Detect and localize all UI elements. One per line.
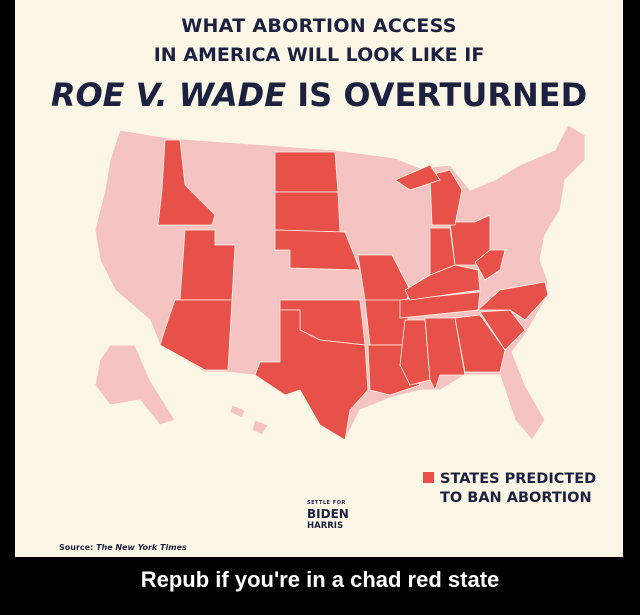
- poster: WHAT ABORTION ACCESS IN AMERICA WILL LOO…: [15, 0, 623, 557]
- source-name: The New York Times: [96, 543, 187, 552]
- us-map: [94, 124, 586, 441]
- logo-top: SETTLE FOR: [307, 500, 346, 506]
- legend-line-1: STATES PREDICTED: [440, 471, 597, 487]
- state-idaho: [157, 139, 216, 226]
- state-south-carolina: [479, 309, 526, 351]
- biden-harris-logo: SETTLE FOR BIDEN HARRIS: [307, 500, 349, 532]
- alaska: [94, 344, 176, 426]
- state-missouri: [357, 254, 411, 306]
- legend-swatch: [423, 472, 434, 483]
- legend-line-2: TO BAN ABORTION: [440, 490, 592, 506]
- title-overturned: IS OVERTURNED: [286, 76, 588, 114]
- state-texas: [254, 309, 369, 441]
- logo-bottom: HARRIS: [307, 521, 344, 531]
- hawaii: [229, 404, 246, 419]
- legend: STATES PREDICTED TO BAN ABORTION: [423, 470, 596, 508]
- logo-middle: BIDEN: [307, 507, 349, 521]
- hawaii-big: [251, 419, 269, 436]
- title-line-1: WHAT ABORTION ACCESS: [181, 15, 457, 37]
- state-south-dakota: [274, 191, 341, 233]
- state-north-dakota: [274, 151, 339, 193]
- state-nebraska: [274, 229, 361, 271]
- state-west-virginia: [474, 249, 506, 281]
- source: Source: The New York Times: [59, 543, 187, 553]
- meme-caption: Repub if you're in a chad red state: [140, 567, 500, 592]
- state-georgia: [454, 314, 506, 373]
- state-michigan-lower: [429, 169, 463, 226]
- title-line-3: ROE V. WADE IS OVERTURNED: [15, 76, 623, 114]
- state-arizona: [159, 299, 233, 371]
- title-roe-v-wade: ROE V. WADE: [50, 76, 287, 114]
- state-mississippi: [399, 319, 431, 386]
- state-north-carolina: [476, 281, 549, 321]
- title-line-2: IN AMERICA WILL LOOK LIKE IF: [153, 44, 485, 66]
- state-michigan-upper: [394, 164, 441, 191]
- source-label: Source:: [59, 543, 94, 552]
